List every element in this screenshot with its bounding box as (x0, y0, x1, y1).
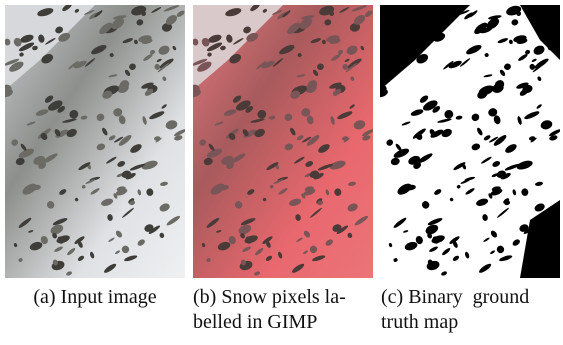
labelled-image (187, 2, 375, 278)
caption-label: (a) (33, 286, 55, 308)
caption: (b) Snow pixels la- (193, 286, 346, 308)
figure: (a) Input image (b) Snow pixels la- bell… (0, 0, 563, 340)
caption-text: Input image (61, 286, 157, 308)
input-image (0, 2, 187, 278)
caption-text: truth map (381, 311, 458, 333)
caption: (c) Binary ground (381, 286, 529, 308)
caption-label: (b) (193, 286, 216, 308)
caption-text: belled in GIMP (193, 311, 317, 333)
caption: (a) Input image (33, 286, 156, 308)
caption-text: Snow pixels la- (221, 286, 345, 308)
caption-text: Binary ground (408, 286, 529, 308)
caption-label: (c) (381, 286, 403, 308)
ground-truth-map (374, 2, 562, 278)
